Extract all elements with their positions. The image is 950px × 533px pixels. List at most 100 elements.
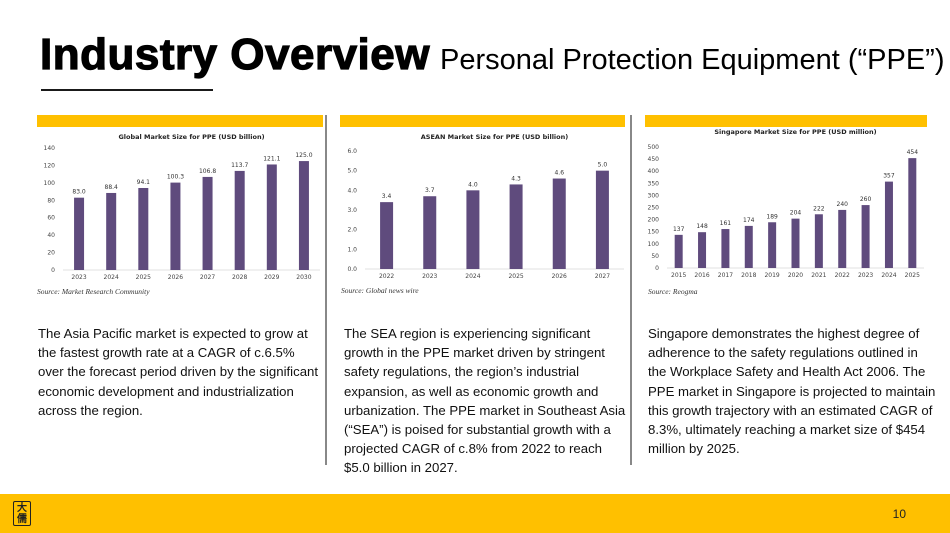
data-label: 3.4	[382, 193, 392, 200]
data-label: 83.0	[72, 189, 86, 196]
chart-source: Source: Global news wire	[341, 286, 419, 295]
data-label: 4.0	[468, 181, 478, 188]
title-row: Industry Overview Personal Protection Equ…	[39, 29, 945, 80]
x-tick-label: 2018	[741, 272, 756, 279]
data-label: 121.1	[263, 155, 280, 162]
y-tick-label: 80	[47, 197, 55, 204]
page-subtitle: Personal Protection Equipment (“PPE”)	[439, 44, 945, 76]
x-tick-label: 2020	[788, 272, 803, 279]
column-divider	[325, 115, 327, 465]
x-tick-label: 2026	[552, 273, 567, 280]
data-label: 161	[720, 220, 732, 227]
data-label: 106.8	[199, 168, 216, 175]
y-tick-label: 60	[47, 215, 55, 222]
x-tick-label: 2023	[858, 272, 873, 279]
chart-title: Global Market Size for PPE (USD billion)	[118, 133, 264, 141]
bar	[74, 197, 85, 270]
page-number: 10	[892, 507, 906, 521]
data-label: 454	[907, 149, 919, 156]
x-tick-label: 2024	[465, 273, 480, 280]
footer-bar: 大 儒 10	[0, 494, 950, 533]
bar	[674, 234, 683, 268]
bar	[814, 214, 823, 268]
bar	[423, 196, 437, 269]
bar	[170, 182, 181, 270]
logo-char: 大	[17, 502, 27, 514]
x-tick-label: 2029	[264, 274, 279, 281]
y-tick-label: 20	[47, 250, 55, 257]
panel-header-bar	[37, 115, 323, 127]
x-tick-label: 2015	[671, 272, 686, 279]
x-tick-label: 2025	[905, 272, 920, 279]
page-title: Industry Overview	[39, 29, 430, 79]
title-underline	[41, 89, 213, 91]
data-label: 4.6	[554, 170, 564, 177]
y-tick-label: 0.0	[347, 266, 357, 273]
y-tick-label: 2.0	[347, 227, 357, 234]
data-label: 4.3	[511, 175, 521, 182]
x-tick-label: 2025	[136, 274, 151, 281]
bar	[861, 205, 870, 268]
data-label: 100.3	[167, 174, 184, 181]
panel-header-bar	[645, 115, 927, 127]
bar	[466, 190, 480, 269]
singapore-chart-panel: Singapore Market Size for PPE (USD milli…	[645, 115, 927, 305]
x-tick-label: 2021	[811, 272, 826, 279]
y-tick-label: 100	[44, 180, 56, 187]
y-tick-label: 450	[648, 156, 660, 163]
data-label: 113.7	[231, 162, 248, 169]
x-tick-label: 2026	[168, 274, 183, 281]
company-logo: 大 儒	[13, 501, 31, 526]
y-tick-label: 350	[648, 180, 660, 187]
y-tick-label: 200	[648, 217, 660, 224]
y-tick-label: 120	[44, 162, 56, 169]
bar	[106, 192, 117, 270]
y-tick-label: 1.0	[347, 246, 357, 253]
bar	[552, 178, 566, 269]
chart-source: Source: Market Research Community	[37, 287, 150, 296]
x-tick-label: 2022	[379, 273, 394, 280]
singapore-market-chart: Singapore Market Size for PPE (USD milli…	[648, 128, 924, 279]
data-label: 357	[883, 173, 895, 180]
global-chart-panel: Global Market Size for PPE (USD billion)…	[37, 115, 323, 305]
data-label: 174	[743, 217, 755, 224]
bar	[698, 232, 707, 268]
chart-source: Source: Reogma	[648, 287, 698, 296]
bar	[791, 218, 800, 268]
x-tick-label: 2028	[232, 274, 247, 281]
y-tick-label: 100	[648, 241, 660, 248]
x-tick-label: 2024	[104, 274, 119, 281]
y-tick-label: 500	[648, 144, 660, 151]
x-tick-label: 2022	[835, 272, 850, 279]
y-tick-label: 250	[648, 205, 660, 212]
column-divider	[630, 115, 632, 465]
x-tick-label: 2025	[508, 273, 523, 280]
x-tick-label: 2023	[422, 273, 437, 280]
x-tick-label: 2016	[694, 272, 709, 279]
panel-header-bar	[340, 115, 625, 127]
x-tick-label: 2024	[881, 272, 896, 279]
bar	[266, 164, 277, 270]
sea-description: The SEA region is experiencing significa…	[344, 326, 626, 476]
asia-pacific-description: The Asia Pacific market is expected to g…	[38, 326, 319, 418]
bar	[908, 158, 917, 268]
x-tick-label: 2027	[595, 273, 610, 280]
bar	[202, 176, 213, 270]
x-tick-label: 2027	[200, 274, 215, 281]
data-label: 260	[860, 196, 872, 203]
y-tick-label: 50	[651, 253, 659, 260]
bar	[838, 209, 847, 268]
singapore-description: Singapore demonstrates the highest degre…	[648, 326, 936, 457]
y-tick-label: 0	[655, 265, 659, 272]
asean-market-chart: ASEAN Market Size for PPE (USD billion) 0…	[347, 133, 624, 280]
global-market-chart: Global Market Size for PPE (USD billion)…	[44, 133, 320, 281]
y-tick-label: 140	[44, 145, 56, 152]
data-label: 3.7	[425, 187, 435, 194]
chart-title: Singapore Market Size for PPE (USD milli…	[714, 128, 876, 136]
bar	[721, 229, 730, 268]
bar	[380, 202, 394, 269]
asean-chart-panel: ASEAN Market Size for PPE (USD billion) 0…	[340, 115, 625, 305]
bar	[595, 170, 609, 269]
chart-title: ASEAN Market Size for PPE (USD billion)	[421, 133, 568, 141]
bar	[768, 222, 777, 268]
